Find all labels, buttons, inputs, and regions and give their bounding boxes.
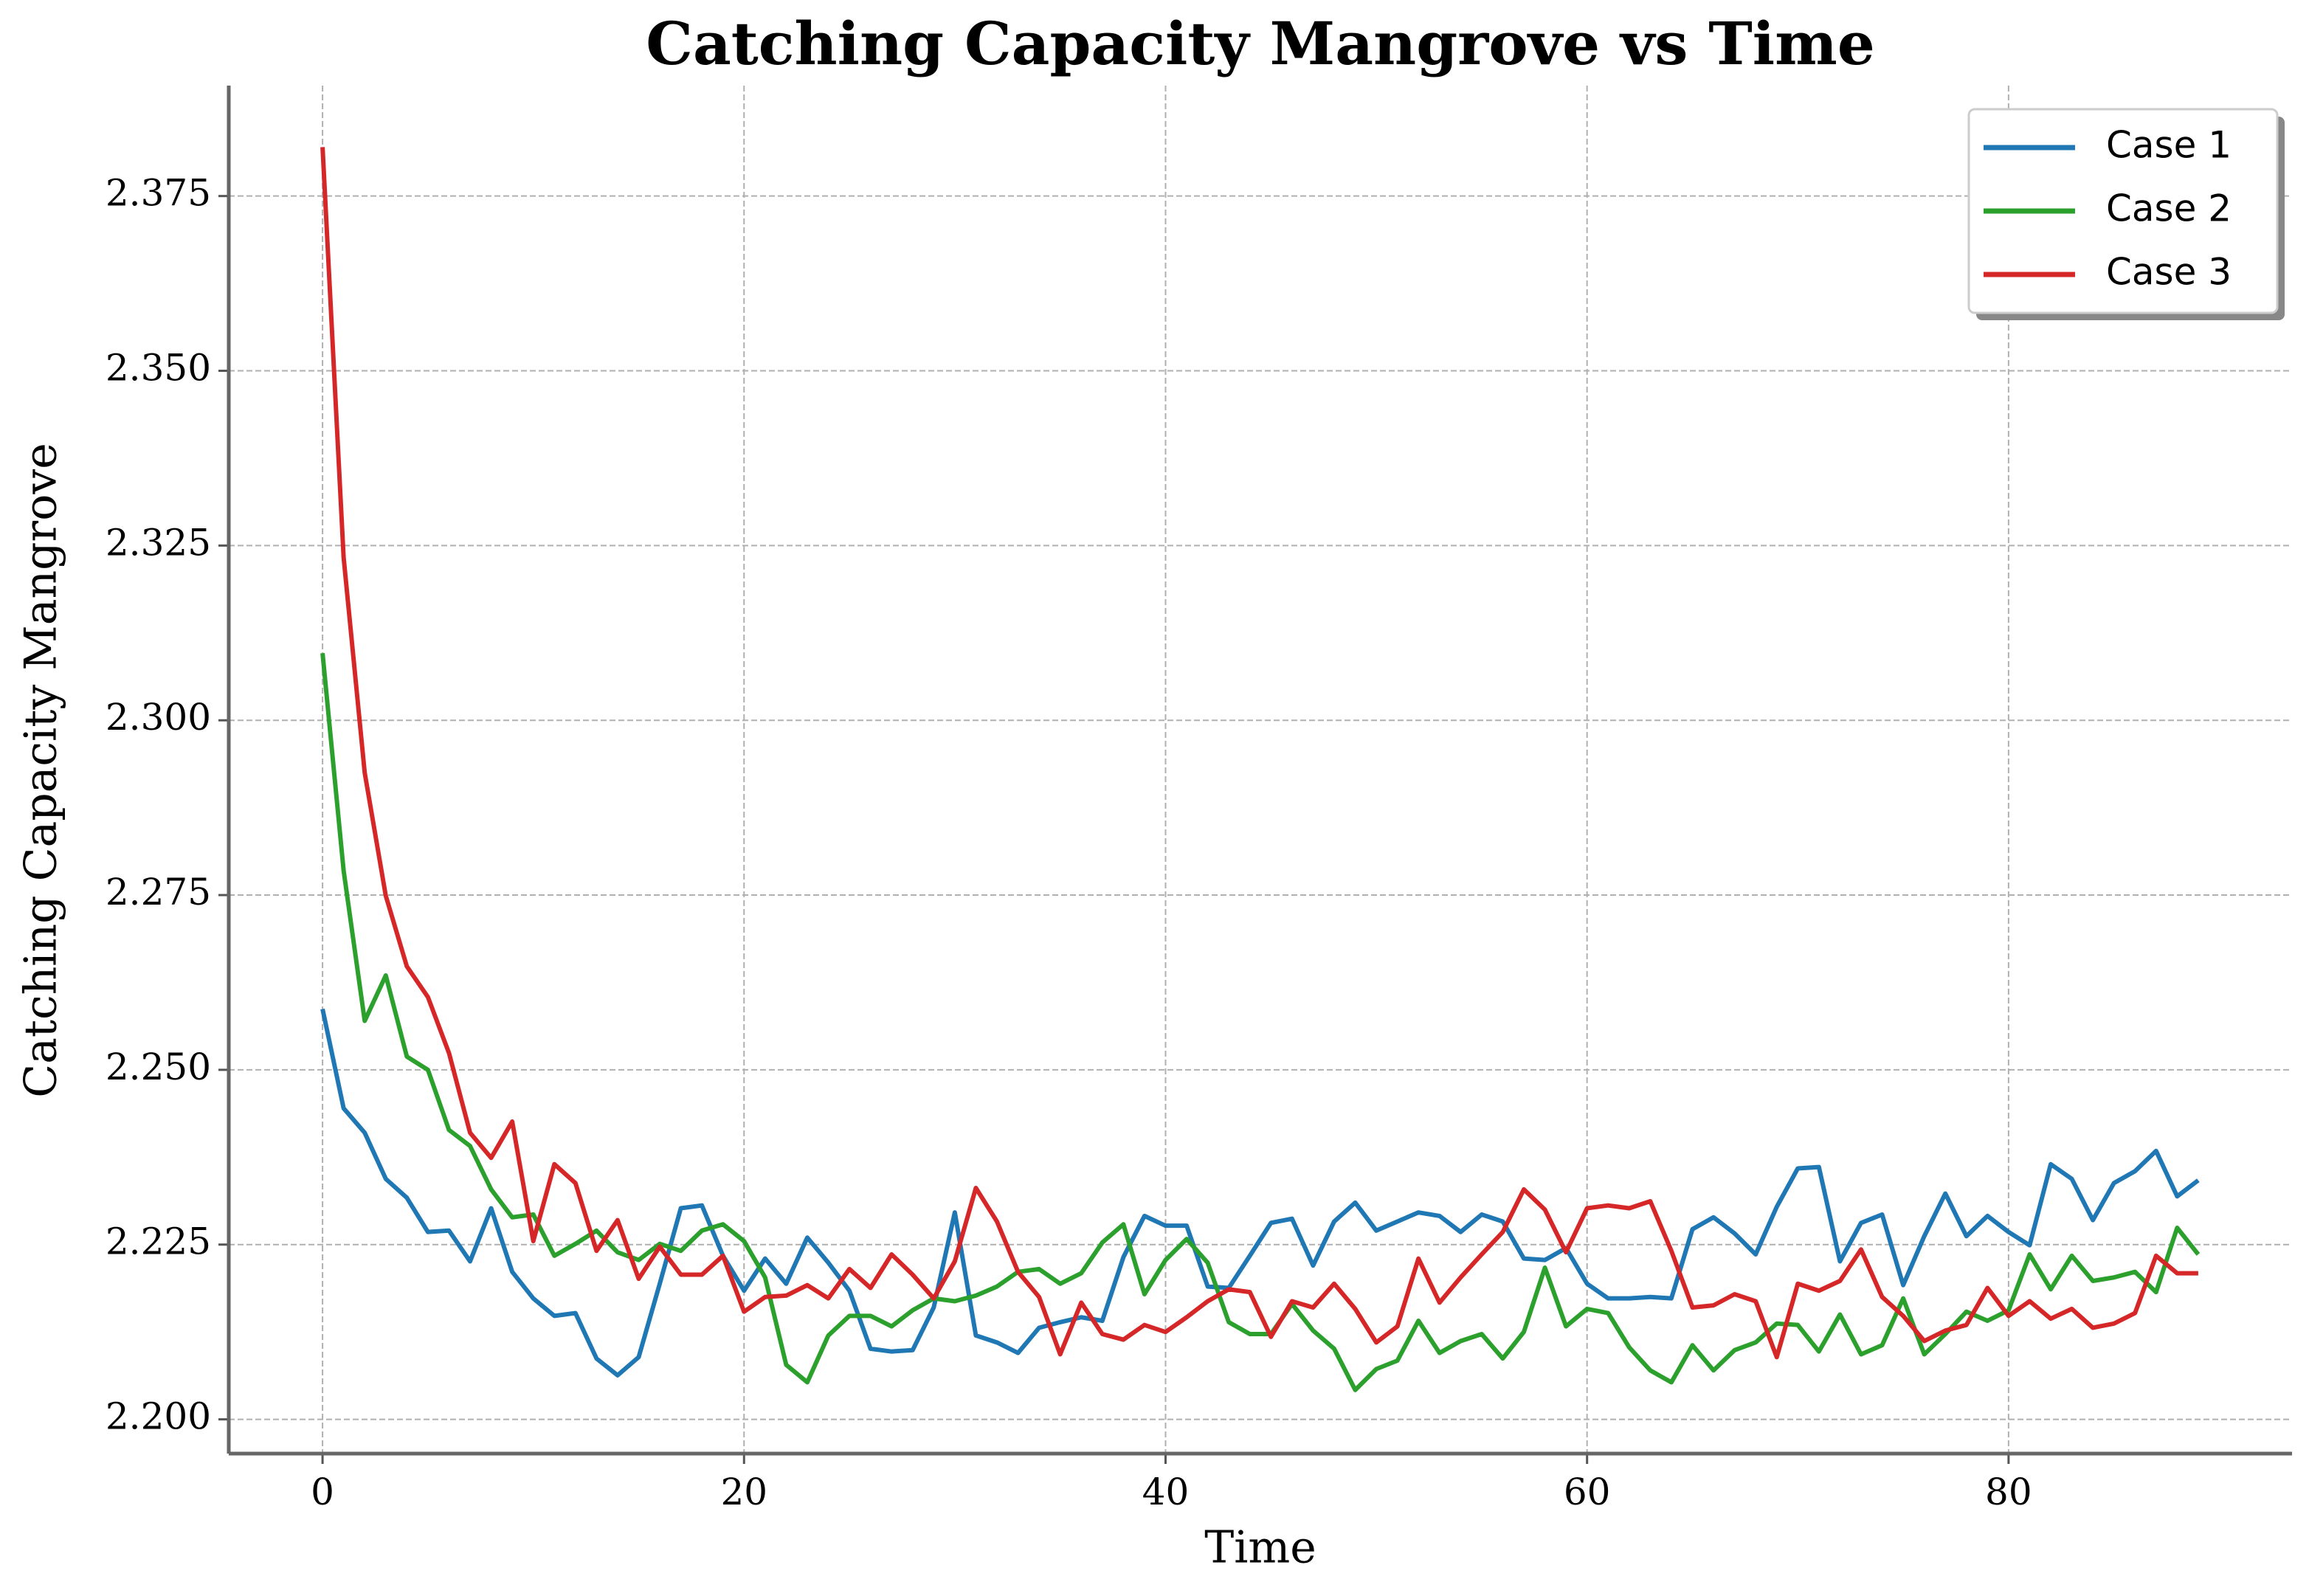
y-tick-label: 2.325 xyxy=(106,521,211,564)
x-tick-label: 0 xyxy=(311,1471,334,1513)
y-tick-label: 2.300 xyxy=(106,696,211,739)
x-tick-label: 20 xyxy=(720,1471,767,1513)
y-tick-label: 2.275 xyxy=(106,871,211,913)
legend-label: Case 1 xyxy=(2106,124,2232,167)
chart-title: Catching Capacity Mangrove vs Time xyxy=(646,9,1874,78)
y-tick-label: 2.350 xyxy=(106,347,211,390)
x-tick-label: 40 xyxy=(1142,1471,1190,1513)
y-tick-label: 2.250 xyxy=(106,1046,211,1088)
legend: Case 1 Case 2 Case 3 xyxy=(1967,108,2285,320)
data-line xyxy=(320,147,2198,1360)
x-tick-label: 80 xyxy=(1985,1471,2032,1513)
x-tick-label: 60 xyxy=(1564,1471,1611,1513)
x-axis-label: Time xyxy=(1204,1522,1316,1574)
legend-label: Case 2 xyxy=(2106,187,2232,230)
y-tick-label: 2.375 xyxy=(106,172,211,215)
y-axis-label: Catching Capacity Mangrove xyxy=(15,443,67,1098)
legend-box xyxy=(1967,108,2279,314)
y-tick-label: 2.225 xyxy=(106,1220,211,1263)
data-line xyxy=(320,1008,2200,1378)
legend-label: Case 3 xyxy=(2106,251,2232,294)
y-tick-label: 2.200 xyxy=(106,1395,211,1438)
data-line xyxy=(320,652,2201,1392)
